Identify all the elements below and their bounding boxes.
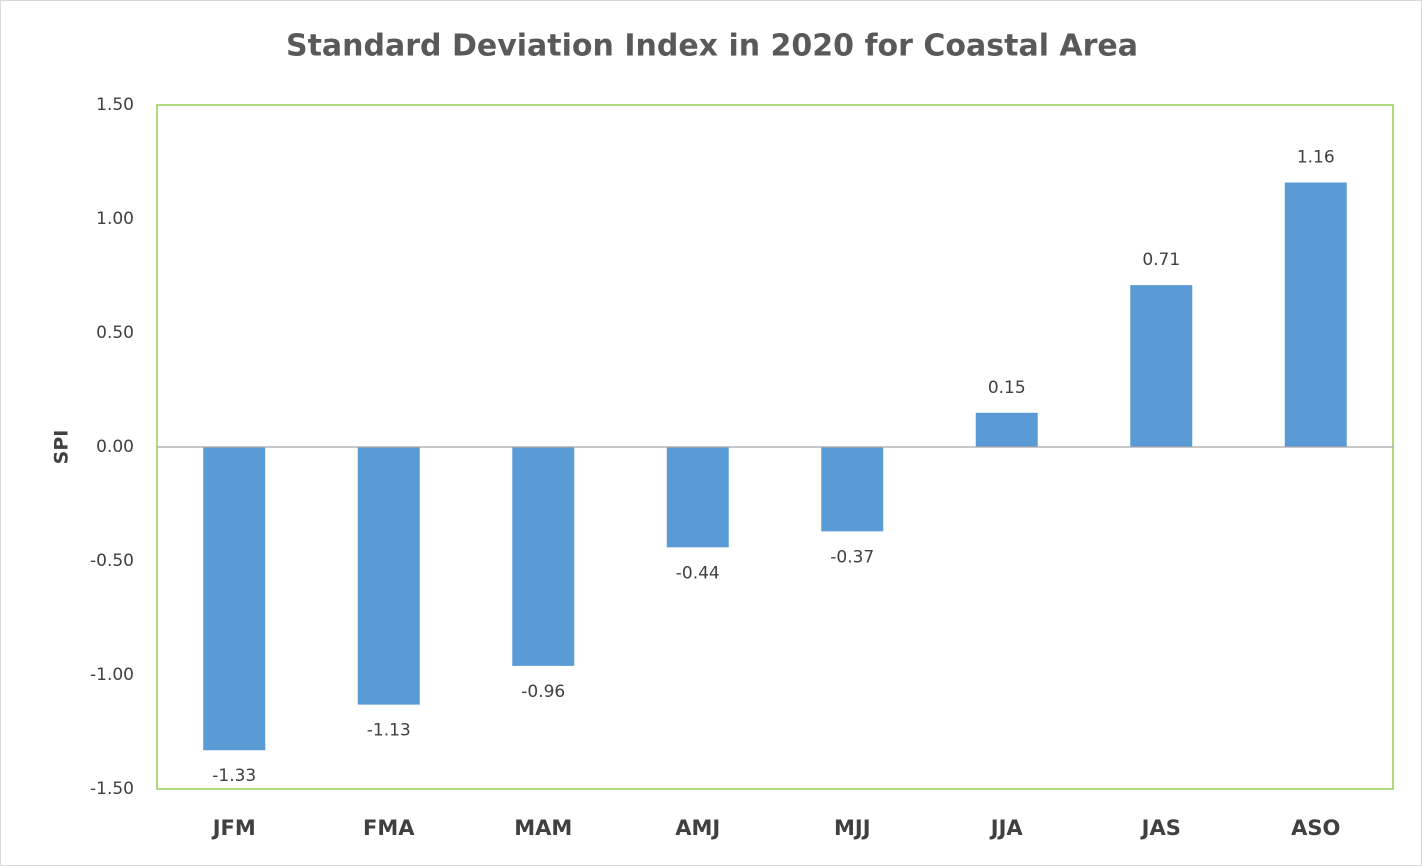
data-label: -1.13 <box>367 721 411 741</box>
bar <box>1130 285 1193 447</box>
data-label: 0.71 <box>1142 250 1180 270</box>
bar <box>821 447 884 532</box>
y-tick-label: -1.50 <box>90 779 134 799</box>
bar <box>975 412 1038 447</box>
x-tick-label: JFM <box>211 816 256 840</box>
bar <box>666 447 729 548</box>
x-tick-label: FMA <box>363 816 415 840</box>
x-tick-label: MJJ <box>834 816 871 840</box>
data-label: -1.33 <box>212 766 256 786</box>
y-tick-label: -1.00 <box>90 665 134 685</box>
chart-title: Standard Deviation Index in 2020 for Coa… <box>286 29 1138 64</box>
data-label: -0.44 <box>676 563 720 583</box>
bar <box>512 447 575 666</box>
x-tick-label: AMJ <box>675 816 720 840</box>
x-tick-label: JAS <box>1140 816 1181 840</box>
bar <box>357 447 420 705</box>
data-label: 0.15 <box>988 378 1026 398</box>
x-tick-label: ASO <box>1291 816 1340 840</box>
data-label: -0.96 <box>521 682 565 702</box>
y-axis-title: SPI <box>51 430 73 465</box>
y-tick-label: 0.50 <box>96 323 134 343</box>
x-tick-label: JJA <box>989 816 1024 840</box>
data-label: -0.37 <box>830 547 874 567</box>
bar <box>203 447 266 751</box>
data-label: 1.16 <box>1297 148 1335 168</box>
y-tick-label: 0.00 <box>96 437 134 457</box>
y-tick-label: -0.50 <box>90 551 134 571</box>
y-tick-label: 1.00 <box>96 209 134 229</box>
x-tick-label: MAM <box>514 816 572 840</box>
bar <box>1284 182 1347 447</box>
y-tick-label: 1.50 <box>96 95 134 115</box>
